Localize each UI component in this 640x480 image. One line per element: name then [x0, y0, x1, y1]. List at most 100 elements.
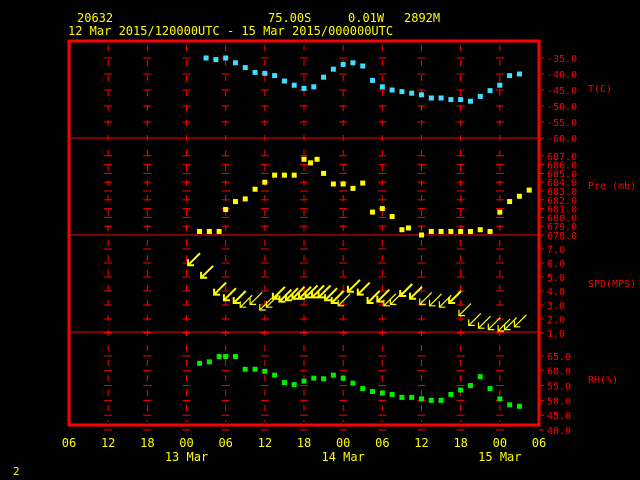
wind-arrow: [448, 290, 462, 304]
pressure-panel-label: Pre (mb): [588, 181, 636, 192]
humidity-point: [252, 366, 258, 372]
temperature-point: [340, 61, 346, 67]
wind-arrow-shaft: [513, 314, 527, 328]
pressure-point: [197, 228, 203, 234]
wind-arrow-shaft: [239, 294, 253, 308]
wind-arrow-shaft: [429, 293, 442, 307]
temperature-point: [389, 87, 395, 93]
station-latitude: 75.00S: [268, 11, 311, 25]
x-tick-label: 06: [532, 436, 546, 450]
temperature-point: [428, 95, 434, 101]
pressure-y-tick-label: 680.0: [547, 213, 577, 224]
humidity-point: [477, 374, 483, 380]
temperature-point: [232, 60, 238, 66]
wind-arrow-shaft: [317, 284, 332, 299]
temperature-point: [213, 57, 219, 63]
wind-arrow: [477, 315, 491, 329]
wind-arrow-head: [330, 297, 338, 304]
pressure-point: [314, 156, 320, 162]
temperature-point: [360, 63, 366, 69]
humidity-point: [216, 354, 222, 360]
temperature-point: [507, 73, 513, 79]
humidity-point: [438, 397, 444, 403]
wind-arrow-head: [304, 291, 312, 299]
wind-arrow-head: [311, 291, 319, 299]
pressure-point: [438, 228, 444, 234]
wind-arrow-shaft: [324, 287, 338, 301]
wind-arrow: [249, 291, 263, 305]
wind-arrow-shaft: [213, 281, 227, 296]
humidity-y-tick-label: 60.0: [547, 367, 571, 378]
pressure-y-tick-label: 684.0: [547, 178, 577, 189]
humidity-y-tick-label: 55.0: [547, 382, 571, 393]
temperature-y-tick-label: -35.0: [547, 54, 577, 65]
wind-arrow-head: [408, 292, 416, 300]
wind-arrow-shaft: [419, 291, 433, 305]
pressure-y-tick-label: 685.0: [547, 169, 577, 180]
wind-arrow-head: [298, 292, 305, 300]
pressure-point: [399, 227, 405, 233]
date-label: 14 Mar: [321, 450, 364, 464]
humidity-y-tick-label: 50.0: [547, 396, 571, 407]
pressure-point: [370, 209, 376, 215]
wind-arrow-shaft: [337, 293, 351, 307]
temperature-point: [242, 65, 248, 71]
wind-arrow-shaft: [448, 290, 462, 304]
pressure-point: [428, 228, 434, 234]
humidity-point: [370, 388, 376, 394]
wind-arrow-shaft: [330, 290, 345, 304]
wind-panel-label: SPD(MPS): [588, 279, 636, 290]
wind-arrow-head: [249, 298, 257, 305]
humidity-point: [206, 359, 212, 365]
wind-arrow: [337, 293, 351, 307]
temperature-point: [438, 95, 444, 101]
wind-arrow: [213, 281, 227, 296]
wind-arrow-head: [448, 297, 456, 304]
pressure-point: [216, 228, 222, 234]
pressure-point: [477, 227, 483, 233]
humidity-point: [516, 403, 522, 409]
wind-arrow-head: [213, 288, 221, 296]
wind-arrow: [317, 284, 332, 299]
pressure-point: [262, 179, 268, 185]
wind-arrow-head: [376, 295, 384, 303]
temperature-point: [301, 85, 307, 91]
wind-arrow: [232, 290, 247, 304]
pressure-point: [497, 209, 503, 215]
wind-arrow-head: [222, 294, 230, 302]
x-tick-label: 12: [101, 436, 115, 450]
station-elevation: 2892M: [404, 11, 440, 25]
humidity-point: [360, 386, 366, 392]
humidity-point: [281, 380, 287, 386]
wind-y-tick-label: 1.0: [547, 329, 565, 340]
wind-arrow: [487, 317, 501, 331]
wind-arrow: [419, 291, 433, 305]
x-tick-label: 00: [336, 436, 350, 450]
pressure-y-tick-label: 686.0: [547, 161, 577, 172]
humidity-y-tick-label: 45.0: [547, 411, 571, 422]
temperature-point: [399, 89, 405, 95]
pressure-y-tick-label: 678.0: [547, 231, 577, 242]
x-tick-label: 18: [140, 436, 154, 450]
wind-arrow: [458, 303, 472, 317]
temperature-point: [291, 82, 297, 88]
wind-arrow: [468, 312, 482, 326]
humidity-point: [458, 387, 464, 393]
wind-arrow-shaft: [487, 317, 501, 331]
wind-y-tick-label: 2.0: [547, 315, 565, 326]
humidity-panel-label: RH(%): [588, 375, 618, 386]
x-tick-label: 18: [297, 436, 311, 450]
wind-arrow: [265, 294, 279, 308]
wind-arrow: [187, 252, 201, 267]
pressure-point: [206, 228, 212, 234]
humidity-point: [321, 376, 327, 382]
pressure-point: [487, 228, 493, 234]
temperature-point: [203, 55, 209, 61]
humidity-point: [242, 366, 248, 372]
date-label: 13 Mar: [165, 450, 208, 464]
wind-arrow-head: [458, 309, 465, 317]
pressure-point: [308, 160, 314, 166]
humidity-point: [448, 391, 454, 397]
wind-arrow: [271, 286, 286, 300]
wind-arrow-head: [497, 325, 505, 332]
